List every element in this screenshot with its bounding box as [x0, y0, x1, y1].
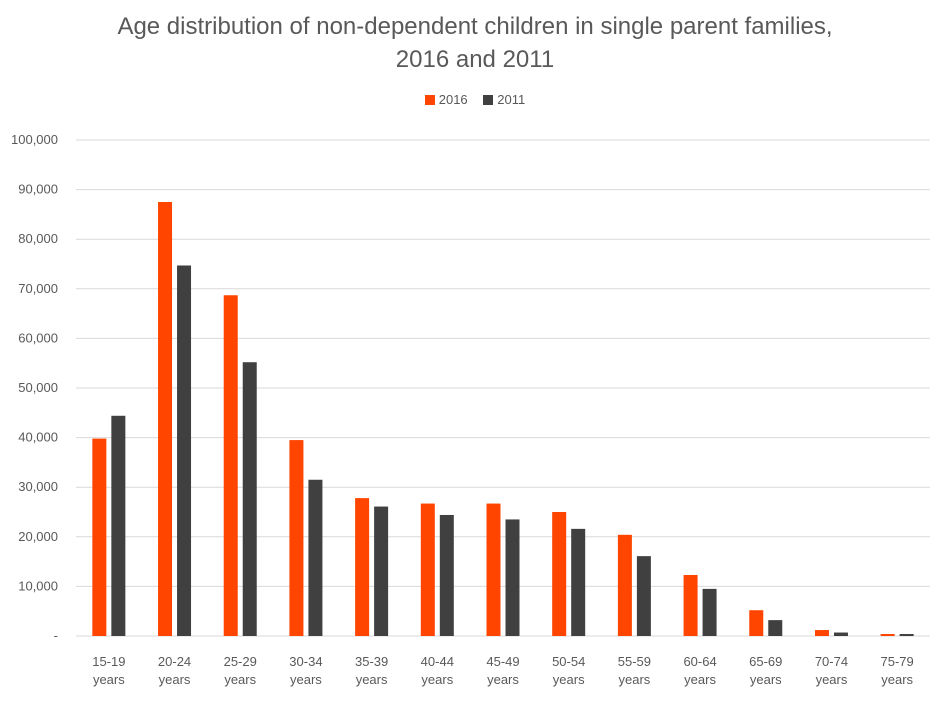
x-tick-label: 60-64 — [683, 654, 716, 669]
x-tick-label-unit: years — [224, 672, 256, 687]
x-tick-label: 55-59 — [618, 654, 651, 669]
y-tick-label: 80,000 — [18, 231, 58, 246]
x-tick-label-unit: years — [816, 672, 848, 687]
chart-legend: 2016 2011 — [0, 92, 950, 107]
bar-2011 — [439, 514, 454, 636]
y-tick-label: 20,000 — [18, 529, 58, 544]
bar-2011 — [505, 519, 520, 636]
bar-2011 — [768, 620, 783, 636]
x-tick-label-unit: years — [684, 672, 716, 687]
bar-2016 — [223, 295, 238, 636]
legend-label-2016: 2016 — [438, 92, 468, 107]
legend-label-2011: 2011 — [497, 92, 526, 107]
x-tick-label-unit: years — [356, 672, 388, 687]
bar-2011 — [177, 265, 192, 636]
x-tick-label-unit: years — [618, 672, 650, 687]
x-tick-label-unit: years — [93, 672, 125, 687]
bar-2011 — [374, 506, 389, 636]
legend-swatch-2016 — [424, 95, 435, 105]
x-tick-label-unit: years — [553, 672, 585, 687]
x-axis: 15-19 years 20-24 years 25-29 years 30-34 years… — [92, 654, 914, 687]
chart-title-line-1: Age distribution of non-dependent childr… — [117, 13, 833, 40]
y-axis: - 10,000 20,000 30,000 40,000 50,000 60,000 70,… — [11, 132, 58, 643]
gridlines — [76, 139, 930, 637]
bar-2016 — [749, 610, 764, 636]
legend-swatch-2011 — [483, 95, 494, 105]
x-tick-label-unit: years — [159, 672, 191, 687]
x-tick-label-unit: years — [290, 672, 322, 687]
y-tick-label: 50,000 — [18, 380, 58, 395]
bar-2016 — [814, 630, 829, 636]
chart-title-line-2: 2016 and 2011 — [395, 46, 555, 73]
x-tick-label-unit: years — [421, 672, 453, 687]
x-tick-label: 45-49 — [486, 654, 519, 669]
y-tick-label: 90,000 — [18, 182, 58, 197]
x-tick-label-unit: years — [881, 672, 913, 687]
bar-2011 — [636, 556, 651, 636]
bar-2016 — [683, 574, 698, 636]
x-tick-label: 50-54 — [552, 654, 585, 669]
bar-2011 — [111, 415, 126, 636]
x-tick-label: 15-19 — [92, 654, 125, 669]
bar-2011 — [899, 634, 914, 636]
x-tick-label: 20-24 — [158, 654, 191, 669]
legend-item-2011: 2011 — [483, 92, 525, 107]
legend-item-2016: 2016 — [424, 92, 468, 107]
bar-2016 — [880, 634, 895, 636]
y-tick-label: 60,000 — [18, 330, 58, 345]
x-tick-label-unit: years — [750, 672, 782, 687]
chart-title: Age distribution of non-dependent childr… — [0, 10, 950, 76]
bar-2016 — [486, 503, 501, 636]
bar-2011 — [308, 479, 323, 636]
bar-2016 — [420, 503, 435, 636]
y-tick-label: - — [54, 628, 58, 643]
bars — [92, 202, 914, 636]
bar-2016 — [92, 438, 107, 636]
x-tick-label: 40-44 — [421, 654, 454, 669]
x-tick-label: 25-29 — [224, 654, 257, 669]
bar-2011 — [571, 528, 586, 636]
x-tick-label: 35-39 — [355, 654, 388, 669]
y-tick-label: 70,000 — [18, 281, 58, 296]
y-tick-label: 10,000 — [18, 578, 58, 593]
y-tick-label: 30,000 — [18, 479, 58, 494]
y-tick-label: 40,000 — [18, 430, 58, 445]
x-tick-label: 70-74 — [815, 654, 848, 669]
x-tick-label: 75-79 — [881, 654, 914, 669]
bar-2016 — [158, 202, 173, 636]
bar-2016 — [289, 440, 304, 636]
bar-2011 — [242, 362, 257, 636]
bar-2011 — [702, 588, 717, 636]
x-tick-label: 65-69 — [749, 654, 782, 669]
bar-2016 — [617, 534, 632, 636]
bar-2016 — [355, 498, 370, 636]
x-tick-label-unit: years — [487, 672, 519, 687]
y-tick-label: 100,000 — [11, 132, 58, 147]
x-tick-label: 30-34 — [289, 654, 322, 669]
bar-2016 — [552, 512, 567, 636]
bar-2011 — [833, 632, 848, 636]
